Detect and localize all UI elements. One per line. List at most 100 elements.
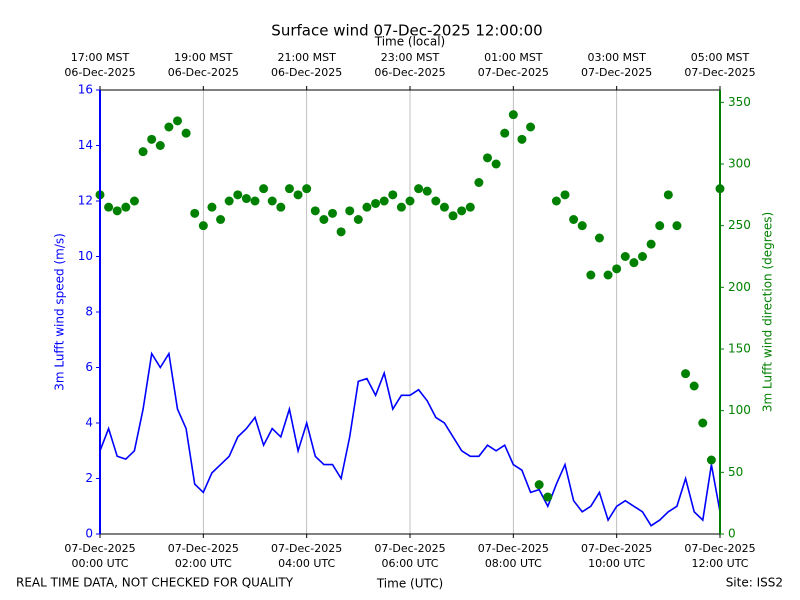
direction-point bbox=[655, 221, 665, 231]
direction-point bbox=[638, 252, 647, 261]
direction-point bbox=[328, 208, 337, 218]
y-tick-label: 14 bbox=[78, 138, 93, 152]
direction-point bbox=[147, 134, 157, 144]
x-tick-label: 07-Dec-2025 12:00 UTC bbox=[684, 542, 755, 570]
chart-title: Surface wind 07-Dec-2025 12:00:00 bbox=[271, 22, 542, 40]
direction-point bbox=[689, 381, 699, 391]
footer-note: REAL TIME DATA, NOT CHECKED FOR QUALITY bbox=[16, 576, 294, 590]
direction-point bbox=[241, 194, 251, 204]
direction-point bbox=[207, 202, 217, 212]
direction-point bbox=[353, 215, 363, 224]
direction-point bbox=[569, 215, 579, 224]
top-tick-label: 21:00 MST 06-Dec-2025 bbox=[271, 51, 342, 79]
x-tick-label: 07-Dec-2025 08:00 UTC bbox=[478, 542, 549, 570]
direction-point bbox=[345, 206, 355, 216]
top-tick-label: 19:00 MST 06-Dec-2025 bbox=[168, 51, 239, 79]
top-tick-label: 03:00 MST 07-Dec-2025 bbox=[581, 51, 652, 79]
y-axis-label: 3m Lufft wind speed (m/s) bbox=[53, 233, 67, 391]
y-tick-label: 10 bbox=[78, 249, 93, 263]
direction-point bbox=[629, 258, 639, 268]
x-tick-label: 07-Dec-2025 04:00 UTC bbox=[271, 542, 342, 570]
top-tick-label: 23:00 MST 06-Dec-2025 bbox=[374, 51, 445, 79]
direction-point bbox=[586, 270, 596, 280]
direction-point bbox=[224, 196, 234, 206]
x-tick-label: 07-Dec-2025 00:00 UTC bbox=[64, 542, 135, 570]
y2-tick-label: 350 bbox=[728, 95, 751, 109]
direction-point bbox=[293, 190, 303, 200]
y2-tick-label: 0 bbox=[728, 527, 736, 541]
y-tick-label: 6 bbox=[85, 360, 93, 374]
direction-point bbox=[414, 184, 424, 194]
direction-point bbox=[155, 141, 165, 150]
direction-point bbox=[483, 153, 492, 163]
direction-point bbox=[198, 221, 208, 231]
direction-point bbox=[551, 196, 561, 206]
top-tick-label: 05:00 MST 07-Dec-2025 bbox=[684, 51, 755, 79]
direction-point bbox=[543, 492, 553, 502]
y-tick-label: 8 bbox=[85, 305, 93, 319]
y2-tick-label: 150 bbox=[728, 342, 751, 356]
x-tick-label: 07-Dec-2025 06:00 UTC bbox=[374, 542, 445, 570]
direction-point bbox=[396, 202, 406, 212]
direction-point bbox=[129, 196, 139, 206]
direction-point bbox=[560, 190, 570, 200]
direction-point bbox=[336, 227, 346, 237]
direction-point bbox=[663, 190, 673, 200]
direction-point bbox=[267, 196, 277, 206]
direction-point bbox=[284, 184, 294, 194]
direction-point bbox=[457, 206, 467, 216]
direction-point bbox=[577, 221, 587, 231]
direction-point bbox=[319, 215, 329, 224]
top-tick-label: 17:00 MST 06-Dec-2025 bbox=[64, 51, 135, 79]
direction-point bbox=[112, 206, 122, 216]
y2-tick-label: 50 bbox=[728, 465, 743, 479]
direction-point bbox=[439, 202, 449, 212]
x-axis-label: Time (UTC) bbox=[376, 577, 443, 591]
top-tick-label: 01:00 MST 07-Dec-2025 bbox=[478, 51, 549, 79]
y2-tick-label: 100 bbox=[728, 403, 751, 417]
x-tick-label: 07-Dec-2025 10:00 UTC bbox=[581, 542, 652, 570]
direction-point bbox=[121, 202, 131, 212]
direction-point bbox=[620, 252, 630, 261]
direction-point bbox=[379, 196, 389, 206]
y-tick-label: 16 bbox=[78, 83, 93, 97]
direction-point bbox=[422, 186, 432, 196]
direction-point bbox=[517, 134, 527, 144]
direction-point bbox=[612, 264, 622, 274]
direction-point bbox=[474, 178, 484, 187]
direction-point bbox=[698, 418, 708, 428]
direction-point bbox=[500, 128, 510, 138]
direction-point bbox=[173, 116, 182, 126]
direction-point bbox=[431, 196, 441, 206]
direction-point bbox=[681, 369, 691, 379]
y2-tick-label: 250 bbox=[728, 218, 751, 232]
direction-point bbox=[491, 159, 501, 169]
y-tick-label: 2 bbox=[85, 471, 93, 485]
direction-point bbox=[216, 215, 226, 224]
y2-tick-label: 300 bbox=[728, 157, 751, 171]
direction-point bbox=[448, 211, 458, 221]
direction-point bbox=[233, 190, 243, 200]
direction-point bbox=[405, 196, 415, 206]
direction-point bbox=[371, 198, 381, 208]
top-axis-label: Time (local) bbox=[374, 35, 446, 49]
y2-axis-label: 3m Lufft wind direction (degrees) bbox=[761, 212, 775, 412]
direction-point bbox=[181, 128, 191, 138]
y-tick-label: 12 bbox=[78, 194, 93, 208]
direction-point bbox=[310, 206, 320, 216]
direction-point bbox=[250, 196, 260, 206]
direction-point bbox=[603, 270, 613, 280]
direction-point bbox=[465, 202, 475, 212]
direction-point bbox=[526, 122, 536, 132]
direction-point bbox=[190, 208, 200, 218]
site-label: Site: ISS2 bbox=[726, 576, 783, 590]
direction-point bbox=[508, 110, 518, 120]
y-tick-label: 4 bbox=[85, 416, 93, 430]
direction-point bbox=[138, 147, 148, 157]
direction-point bbox=[534, 480, 544, 490]
y2-tick-label: 200 bbox=[728, 280, 751, 294]
direction-point bbox=[706, 455, 716, 465]
direction-point bbox=[104, 202, 114, 212]
direction-point bbox=[362, 202, 372, 212]
